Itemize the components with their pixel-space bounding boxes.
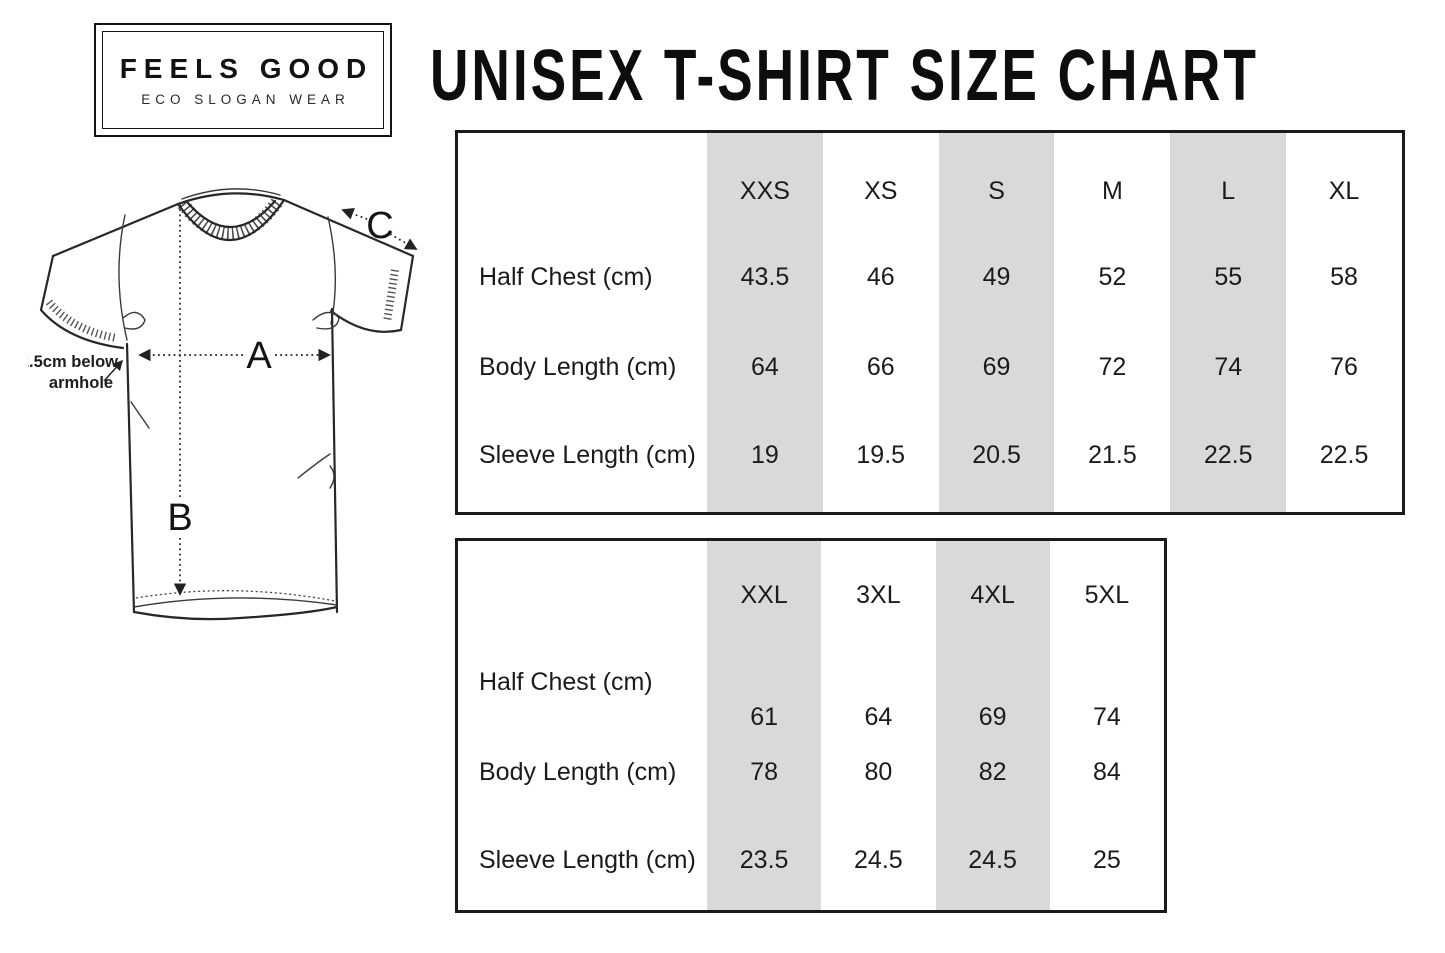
- page-title: UNISEX T-SHIRT SIZE CHART: [430, 36, 1259, 116]
- measure-label-row: Body Length (cm): [458, 352, 707, 382]
- measure-value-row: 64 66 69 72 74 76: [458, 352, 1402, 382]
- measure-label-row: Body Length (cm): [458, 757, 707, 787]
- value-cell: 24.5: [968, 846, 1017, 874]
- measure-label-b: B: [167, 497, 192, 539]
- size-header-cell: 3XL: [856, 581, 901, 609]
- measure-label-row: Half Chest (cm): [458, 262, 707, 292]
- measure-label-cell: Body Length (cm): [479, 353, 677, 381]
- column-stripe: [938, 133, 1055, 512]
- value-cell: 69: [982, 353, 1011, 381]
- value-cell: 19.5: [856, 441, 906, 469]
- value-cell: 21.5: [1088, 441, 1137, 469]
- size-header-cell: XXL: [740, 581, 788, 609]
- left-side-seam: [125, 342, 136, 614]
- right-sleeve: [329, 254, 415, 333]
- right-shoulder-seam: [282, 198, 415, 258]
- value-cell: 82: [978, 758, 1007, 786]
- size-header-cell: 5XL: [1084, 581, 1130, 609]
- measure-value-row: 78 80 82 84: [458, 757, 1164, 787]
- value-cell: 20.5: [972, 441, 1021, 469]
- measure-label-a: A: [246, 335, 272, 377]
- value-cell: 22.5: [1203, 441, 1253, 469]
- measure-value-row: 19 19.5 20.5 21.5 22.5 22.5: [458, 440, 1402, 470]
- value-cell: 22.5: [1319, 441, 1369, 469]
- column-stripe: [935, 541, 1050, 910]
- armhole-note-line1: 2.5cm below: [28, 353, 118, 371]
- size-header-cell: XS: [864, 177, 898, 205]
- column-stripe: [707, 133, 823, 512]
- measure-label-cell: Sleeve Length (cm): [479, 846, 696, 874]
- value-cell: 64: [864, 703, 893, 731]
- value-cell: 76: [1330, 353, 1358, 381]
- size-header-cell: XXS: [739, 177, 790, 205]
- value-cell: 49: [982, 263, 1011, 291]
- collar-ribbing: [177, 197, 284, 241]
- measure-value-row: 61 64 69 74: [458, 702, 1164, 732]
- armhole-note-arrow: [103, 359, 124, 382]
- value-cell: 55: [1214, 263, 1243, 291]
- value-cell: 66: [866, 353, 895, 381]
- measure-label-cell: Half Chest (cm): [479, 668, 653, 696]
- value-cell: 23.5: [739, 846, 789, 874]
- value-cell: 46: [866, 263, 895, 291]
- measure-label-row: Sleeve Length (cm): [458, 440, 707, 470]
- value-cell: 19: [751, 441, 779, 469]
- value-cell: 24.5: [854, 846, 903, 874]
- measure-label-cell: Sleeve Length (cm): [479, 441, 696, 469]
- measure-label-cell: Half Chest (cm): [479, 263, 653, 291]
- measure-label-row: Sleeve Length (cm): [458, 845, 707, 875]
- measure-label-row: Half Chest (cm): [458, 667, 707, 697]
- value-cell: 64: [751, 353, 779, 381]
- brand-logo-box: FEELS GOOD ECO SLOGAN WEAR: [94, 23, 392, 137]
- value-cell: 25: [1092, 846, 1121, 874]
- value-cell: 52: [1098, 263, 1127, 291]
- value-cell: 74: [1092, 703, 1121, 731]
- value-cell: 84: [1092, 758, 1121, 786]
- left-shoulder-seam: [51, 202, 180, 258]
- column-stripe: [707, 541, 822, 910]
- brand-name: FEELS GOOD: [119, 53, 374, 84]
- value-cell: 61: [750, 703, 779, 731]
- value-cell: 78: [750, 758, 779, 786]
- left-sleeve: [39, 254, 125, 350]
- brand-logo-inner-frame: FEELS GOOD ECO SLOGAN WEAR: [102, 31, 384, 129]
- size-header-row: XXS XS S M L XL: [458, 176, 1402, 206]
- value-cell: 72: [1098, 353, 1127, 381]
- measure-value-row: 23.5 24.5 24.5 25: [458, 845, 1164, 875]
- size-header-cell: M: [1101, 177, 1123, 205]
- value-cell: 80: [864, 758, 893, 786]
- hem: [132, 605, 339, 621]
- size-header-cell: L: [1221, 177, 1236, 205]
- size-header-cell: 4XL: [970, 581, 1015, 609]
- measure-value-row: 43.5 46 49 52 55 58: [458, 262, 1402, 292]
- armhole-note-line2: armhole: [49, 374, 113, 392]
- size-header-cell: S: [988, 177, 1005, 205]
- right-side-seam: [330, 307, 339, 614]
- size-header-cell: XL: [1328, 177, 1360, 205]
- measure-label-c: C: [366, 205, 393, 247]
- value-cell: 69: [978, 703, 1007, 731]
- brand-tagline: ECO SLOGAN WEAR: [141, 92, 350, 107]
- measure-label-cell: Body Length (cm): [479, 758, 677, 786]
- column-stripe: [1170, 133, 1287, 512]
- size-header-row: XXL 3XL 4XL 5XL: [458, 580, 1164, 610]
- value-cell: 43.5: [740, 263, 790, 291]
- value-cell: 74: [1214, 353, 1243, 381]
- size-table-regular-sizes: XXS XS S M L XL Half Chest (cm) 43.5 46 49 52 55 58 B…: [455, 130, 1405, 515]
- value-cell: 58: [1330, 263, 1358, 291]
- tshirt-measurement-diagram: A B C 2.5cm below armhole: [28, 188, 418, 621]
- size-table-extended-sizes: XXL 3XL 4XL 5XL Half Chest (cm) 61 64 69 74 Body …: [455, 538, 1167, 913]
